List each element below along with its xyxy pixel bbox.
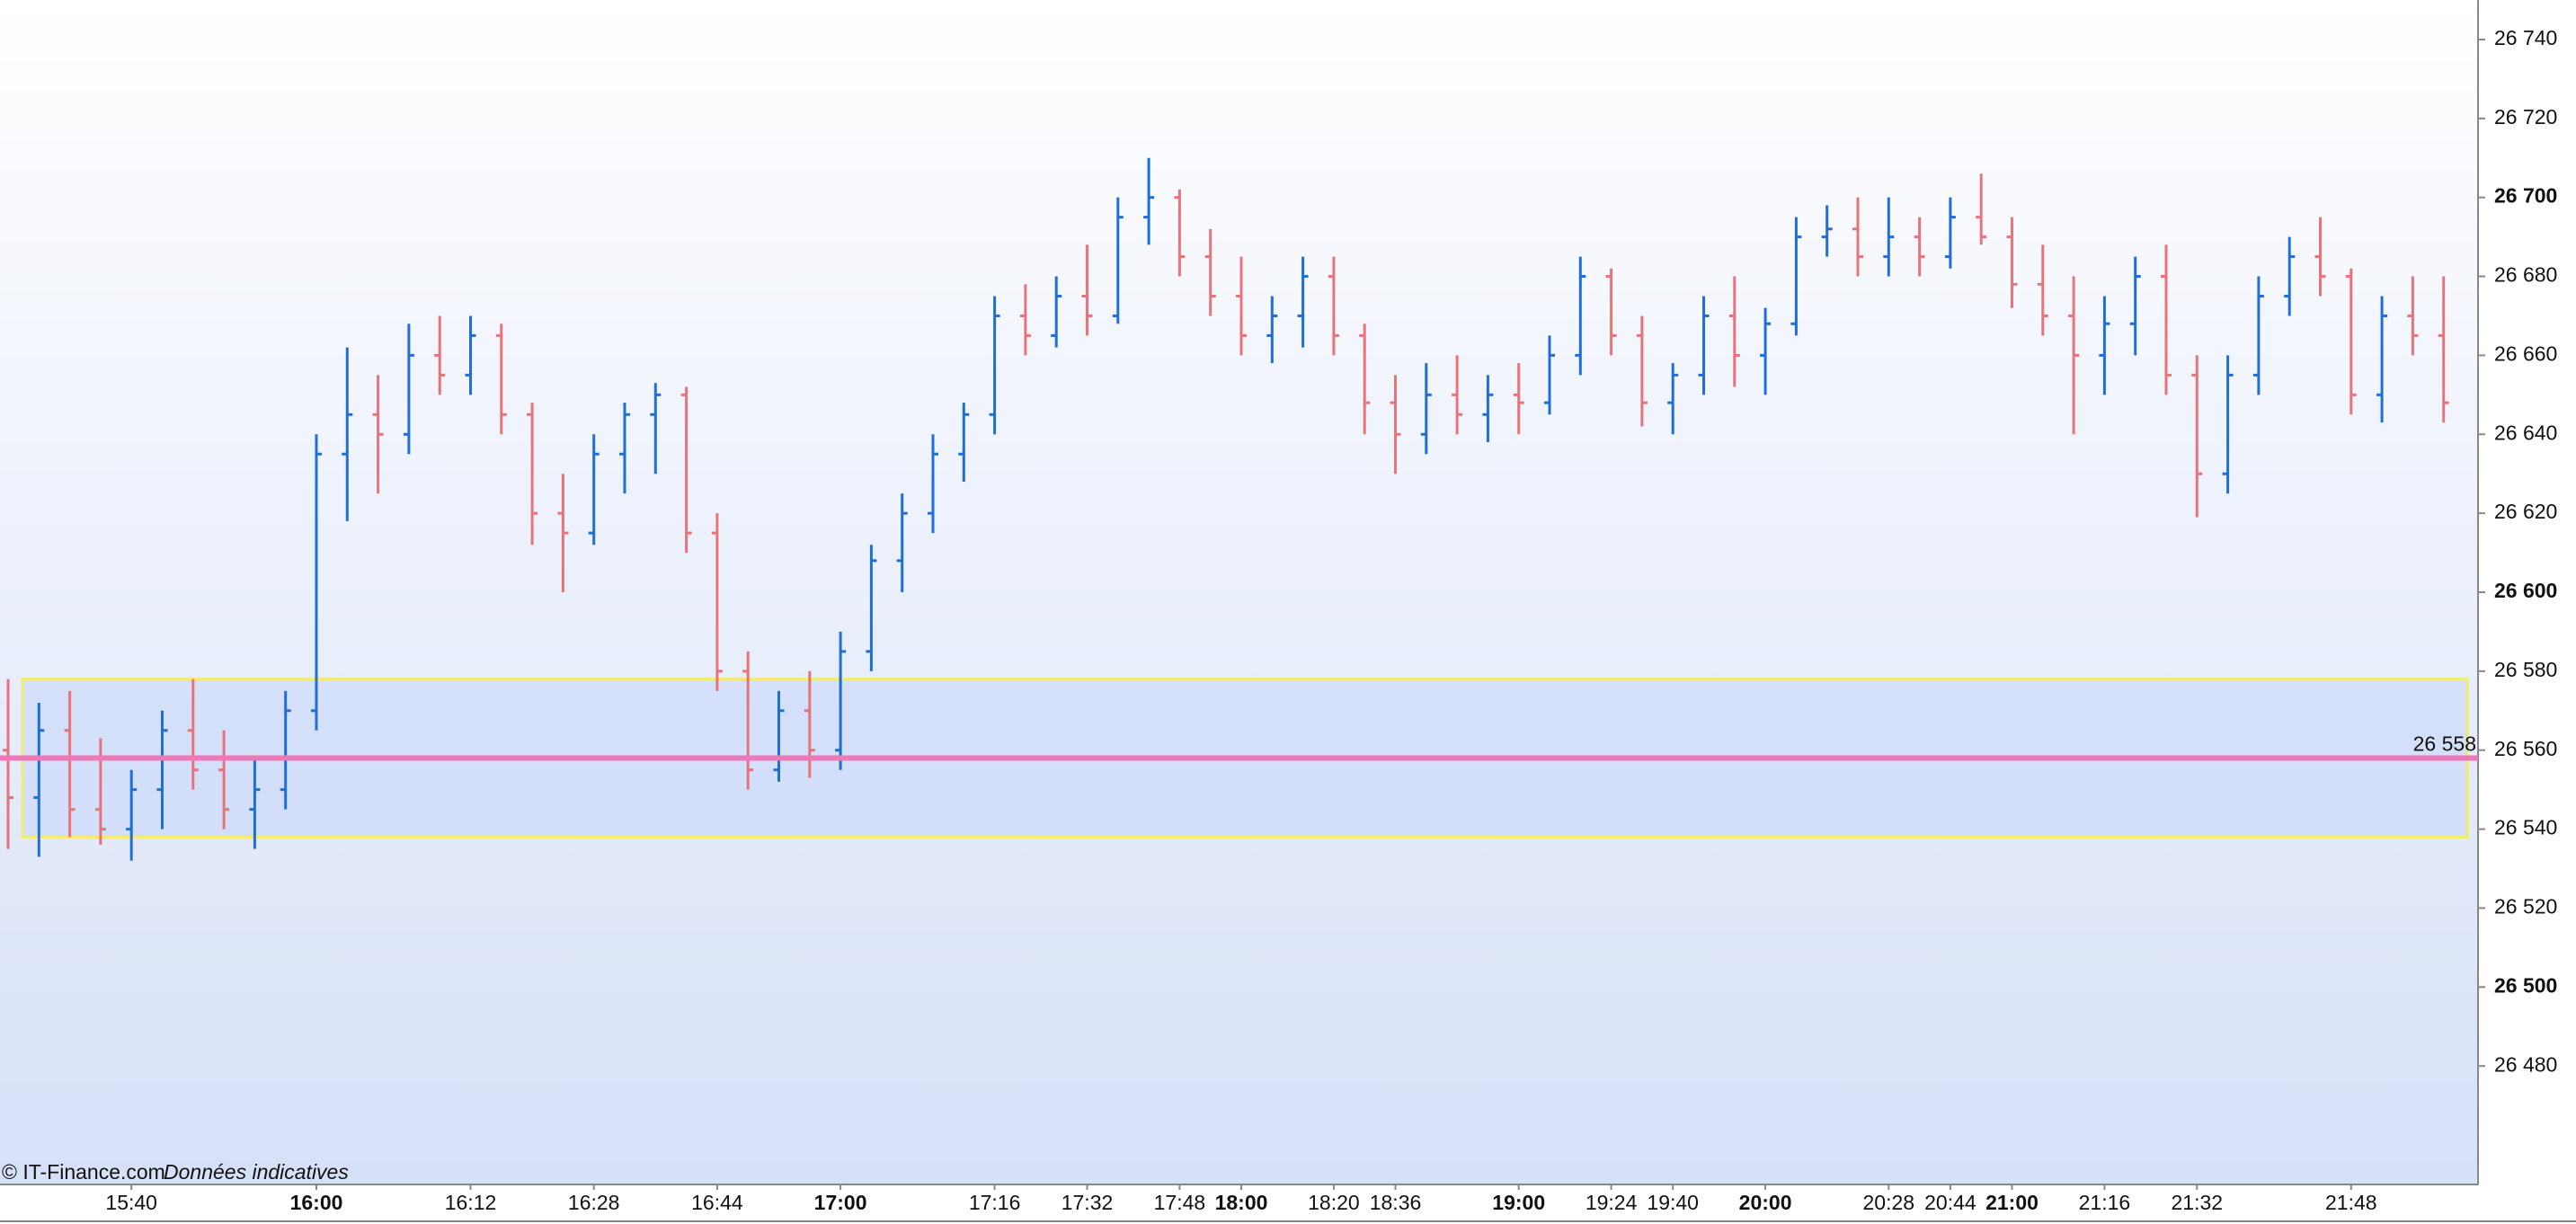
x-tick-label: 18:00	[1215, 1191, 1268, 1214]
x-tick-label: 19:00	[1492, 1191, 1545, 1214]
y-tick-label: 26 720	[2494, 105, 2557, 129]
level-label: 26 558	[2413, 732, 2476, 756]
y-tick-label: 26 500	[2494, 973, 2557, 997]
x-tick-label: 20:44	[1924, 1191, 1976, 1214]
y-tick-label: 26 680	[2494, 263, 2557, 287]
source: © IT-Finance.com	[2, 1160, 165, 1184]
x-tick-label: 19:24	[1586, 1191, 1638, 1214]
x-tick-label: 21:16	[2079, 1191, 2131, 1214]
note: Données indicatives	[164, 1160, 349, 1184]
y-tick-label: 26 560	[2494, 737, 2557, 760]
y-tick-label: 26 740	[2494, 26, 2557, 49]
x-tick-label: 18:36	[1370, 1191, 1422, 1214]
y-tick-label: 26 540	[2494, 816, 2557, 839]
y-tick-label: 26 700	[2494, 184, 2557, 208]
x-tick-label: 16:00	[290, 1191, 343, 1214]
x-tick-label: 16:12	[445, 1191, 497, 1214]
x-tick-label: 19:40	[1647, 1191, 1699, 1214]
x-tick-label: 20:00	[1739, 1191, 1792, 1214]
x-tick-label: 17:00	[814, 1191, 867, 1214]
x-tick-label: 17:48	[1154, 1191, 1206, 1214]
plot-area	[0, 0, 2478, 1184]
x-tick-label: 21:32	[2172, 1191, 2224, 1214]
x-tick-label: 16:44	[691, 1191, 743, 1214]
y-tick-label: 26 640	[2494, 421, 2557, 444]
y-tick-label: 26 480	[2494, 1052, 2557, 1076]
y-tick-label: 26 600	[2494, 579, 2557, 602]
x-tick-label: 21:00	[1985, 1191, 2039, 1214]
y-tick-label: 26 520	[2494, 895, 2557, 918]
y-tick-label: 26 660	[2494, 341, 2557, 365]
x-tick-label: 16:28	[568, 1191, 620, 1214]
x-tick-label: 20:28	[1863, 1191, 1915, 1214]
y-tick-label: 26 580	[2494, 658, 2557, 681]
x-tick-label: 21:48	[2325, 1191, 2377, 1214]
x-tick-label: 15:40	[105, 1191, 157, 1214]
x-tick-label: 18:20	[1308, 1191, 1360, 1214]
x-tick-label: 17:16	[969, 1191, 1021, 1214]
y-tick-label: 26 620	[2494, 500, 2557, 523]
x-tick-label: 17:32	[1061, 1191, 1114, 1214]
